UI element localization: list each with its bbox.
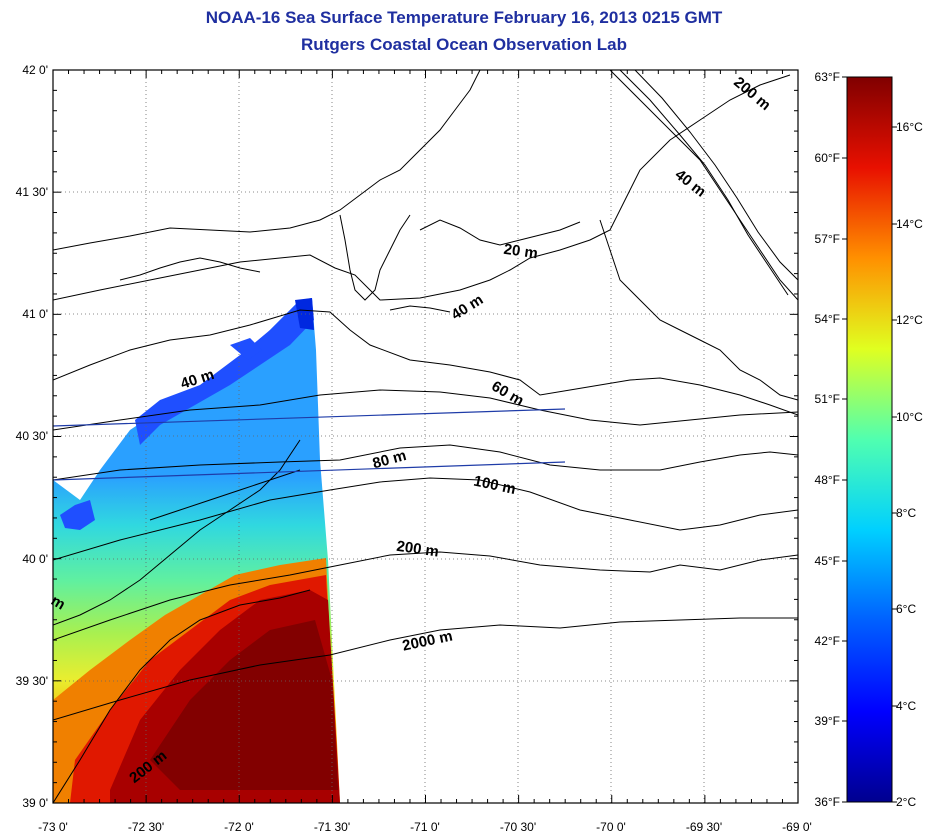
colorbar-c-label: 16°C — [896, 120, 923, 134]
colorbar-f-label: 57°F — [815, 232, 840, 246]
colorbar-c-label: 12°C — [896, 313, 923, 327]
map-grid — [53, 70, 798, 803]
lon-tick-label: -69 30' — [686, 820, 722, 834]
lat-tick-label: 39 30' — [16, 674, 48, 688]
colorbar-f-label: 48°F — [815, 473, 840, 487]
contour-label: 2000 m — [401, 627, 454, 654]
colorbar-f-label: 39°F — [815, 714, 840, 728]
contour-label: 20 m — [503, 241, 539, 263]
contour-label: 40 m — [448, 291, 486, 324]
colorbar-f-label: 60°F — [815, 151, 840, 165]
lon-tick-label: -72 0' — [224, 820, 254, 834]
contour-60m — [53, 389, 798, 431]
lat-tick-labels: 42 0' 41 30' 41 0' 40 30' 40 0' 39 30' 3… — [16, 63, 48, 810]
sst-cold-fringe — [135, 298, 314, 445]
contour-200m-south — [53, 589, 311, 803]
contour-100m — [53, 477, 798, 561]
contour-40m — [53, 309, 798, 416]
colorbar-c-label: 2°C — [896, 795, 916, 809]
coastline-main — [53, 70, 481, 251]
colorbar-f-label: 36°F — [815, 795, 840, 809]
colorbar-f-label: 42°F — [815, 634, 840, 648]
contour-labels: 200 m 40 m 20 m 40 m 40 m 60 m 80 m 100 … — [48, 74, 774, 787]
contour-label: 200 m — [395, 538, 439, 561]
contour-label: 200 m — [730, 74, 774, 114]
colorbar-gradient — [846, 76, 893, 803]
colorbar-c-label: 4°C — [896, 699, 916, 713]
colorbar-f-label: 45°F — [815, 554, 840, 568]
contour-label: 40 m — [672, 166, 709, 200]
lon-tick-label: -69 0' — [782, 820, 812, 834]
lon-tick-label: -71 30' — [314, 820, 350, 834]
colorbar-f-label: 51°F — [815, 392, 840, 406]
colorbar-f-label: 63°F — [815, 70, 840, 84]
lat-tick-label: 42 0' — [22, 63, 48, 77]
contour-2000m — [53, 617, 798, 721]
lat-tick-label: 40 0' — [22, 552, 48, 566]
lon-tick-label: -72 30' — [128, 820, 164, 834]
colorbar-f-label: 54°F — [815, 312, 840, 326]
map-subtitle: Rutgers Coastal Ocean Observation Lab — [301, 35, 627, 54]
track-lines — [52, 408, 566, 481]
contour-label: 100 m — [472, 473, 517, 498]
contour-label: 60 m — [489, 378, 527, 410]
colorbar-c-label: 8°C — [896, 506, 916, 520]
colorbar: 63°F 60°F 57°F 54°F 51°F 48°F 45°F 42°F … — [815, 70, 924, 809]
map-title: NOAA-16 Sea Surface Temperature February… — [205, 8, 723, 27]
contour-200m — [53, 551, 798, 641]
lon-tick-label: -73 0' — [38, 820, 68, 834]
contour-80m — [53, 444, 798, 481]
contour-20m — [53, 74, 791, 301]
bathymetry-contours — [53, 70, 798, 803]
lon-tick-labels: -73 0' -72 30' -72 0' -71 30' -71 0' -70… — [38, 820, 812, 834]
lat-tick-label: 41 0' — [22, 307, 48, 321]
sst-swath — [53, 298, 340, 803]
colorbar-c-label: 6°C — [896, 602, 916, 616]
frame-ticks — [52, 69, 799, 804]
lon-tick-label: -71 0' — [410, 820, 440, 834]
lat-tick-label: 39 0' — [22, 796, 48, 810]
colorbar-c-label: 10°C — [896, 410, 923, 424]
lat-tick-label: 40 30' — [16, 429, 48, 443]
lon-tick-label: -70 30' — [500, 820, 536, 834]
colorbar-c-label: 14°C — [896, 217, 923, 231]
lat-tick-label: 41 30' — [16, 185, 48, 199]
lon-tick-label: -70 0' — [596, 820, 626, 834]
colorbar-ticks — [842, 76, 897, 803]
